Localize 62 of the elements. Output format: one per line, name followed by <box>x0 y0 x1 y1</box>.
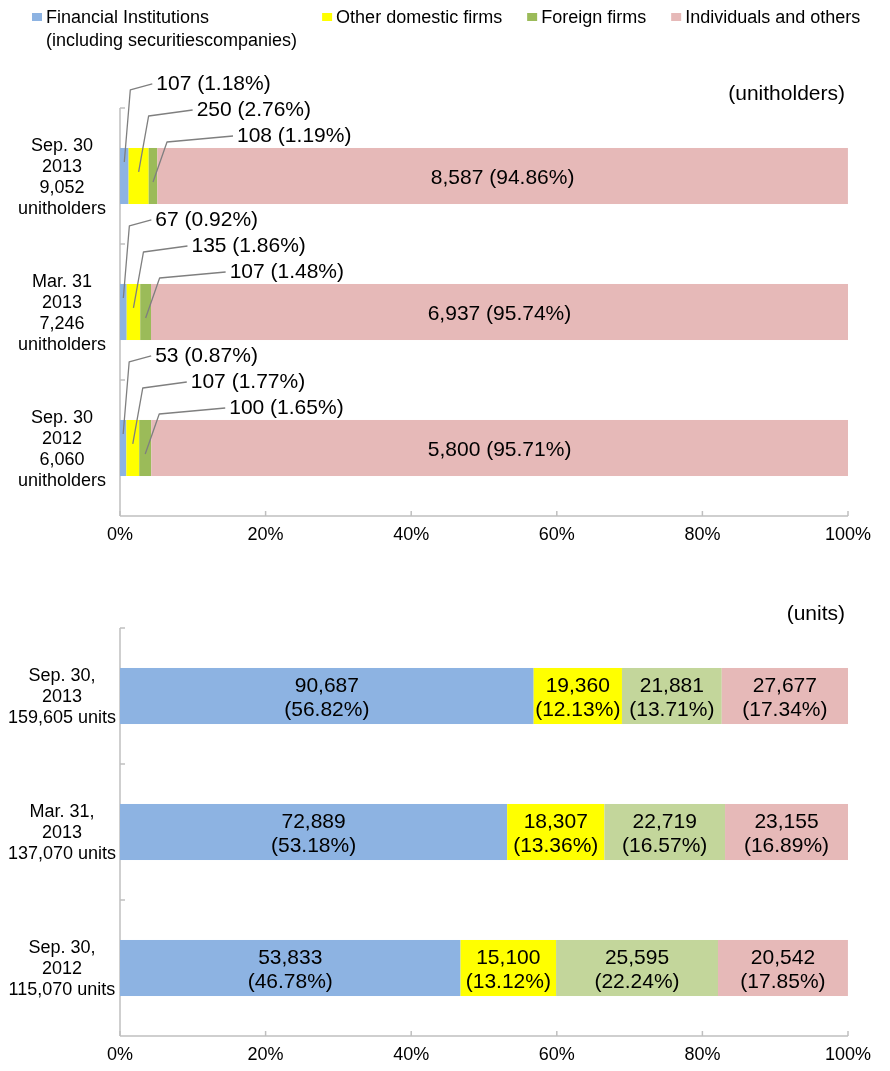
y-tick-label: Sep. 30 2013 9,052 unitholders <box>17 134 107 218</box>
data-label: 19,360 (12.13%) <box>535 672 621 720</box>
data-label: 15,100 (13.12%) <box>465 944 551 992</box>
bar <box>120 803 508 861</box>
x-tick-label: 60% <box>538 524 575 544</box>
data-label: 25,595 (22.24%) <box>594 944 680 992</box>
x-tick-label: 40% <box>393 524 430 544</box>
data-label: 8,587 (94.86%) <box>430 164 575 188</box>
data-label: 67 (0.92%) <box>155 206 259 230</box>
y-tick-label: Sep. 30, 2013 159,605 units <box>7 665 117 727</box>
data-label: 107 (1.18%) <box>156 70 271 94</box>
x-tick-label: 0% <box>106 1044 134 1064</box>
bar <box>139 419 152 477</box>
bar <box>157 147 848 205</box>
x-tick-label: 40% <box>393 1044 430 1064</box>
x-tick-label: 0% <box>106 524 134 544</box>
legend-label: Financial Institutions (including securitiescompanies) <box>46 7 298 50</box>
legend-label: Other domestic firms <box>336 7 503 27</box>
data-label: 90,687 (56.82%) <box>284 672 370 720</box>
data-label: 107 (1.77%) <box>190 368 306 392</box>
y-tick-label: Mar. 31, 2013 137,070 units <box>7 801 117 863</box>
data-label: 100 (1.65%) <box>229 394 344 418</box>
data-label: 107 (1.48%) <box>229 258 345 282</box>
text: (units) <box>786 600 845 624</box>
data-label: 5,800 (95.71%) <box>427 436 572 460</box>
bar <box>126 419 140 477</box>
bar <box>120 939 461 997</box>
data-label: 72,889 (53.18%) <box>270 808 357 856</box>
data-label: 53,833 (46.78%) <box>247 944 333 992</box>
data-label: 53 (0.87%) <box>155 342 258 366</box>
data-label: 108 (1.19%) <box>237 122 352 146</box>
text: (unitholders) <box>728 80 845 104</box>
bar <box>126 283 141 341</box>
data-label: 6,937 (95.74%) <box>427 300 572 324</box>
bar <box>120 667 534 725</box>
y-tick-label: Mar. 31 2013 7,246 unitholders <box>17 270 107 354</box>
legend-label: Individuals and others <box>685 7 861 27</box>
data-label: 27,677 (17.34%) <box>742 672 828 720</box>
bar <box>151 419 848 477</box>
x-tick-label: 100% <box>824 524 872 544</box>
x-tick-label: 80% <box>684 1044 721 1064</box>
y-tick-label: Sep. 30 2012 6,060 unitholders <box>17 406 107 490</box>
data-label: 21,881 (13.71%) <box>629 672 715 720</box>
data-label: 23,155 (16.89%) <box>743 808 830 856</box>
bar <box>128 147 149 205</box>
bar <box>120 283 127 341</box>
bar <box>120 147 129 205</box>
bar <box>120 419 127 477</box>
bar <box>140 283 152 341</box>
data-label: 250 (2.76%) <box>196 96 312 120</box>
data-label: 20,542 (17.85%) <box>740 944 826 992</box>
x-tick-label: 100% <box>824 1044 872 1064</box>
x-tick-label: 20% <box>247 524 284 544</box>
data-label: 22,719 (16.57%) <box>622 808 708 856</box>
data-label: 135 (1.86%) <box>191 232 306 256</box>
data-label: 18,307 (13.36%) <box>513 808 599 856</box>
x-tick-label: 80% <box>684 524 721 544</box>
bar <box>151 283 848 341</box>
x-tick-label: 20% <box>247 1044 284 1064</box>
y-tick-label: Sep. 30, 2012 115,070 units <box>8 937 116 999</box>
x-tick-label: 60% <box>538 1044 575 1064</box>
legend-label: Foreign firms <box>541 7 647 27</box>
